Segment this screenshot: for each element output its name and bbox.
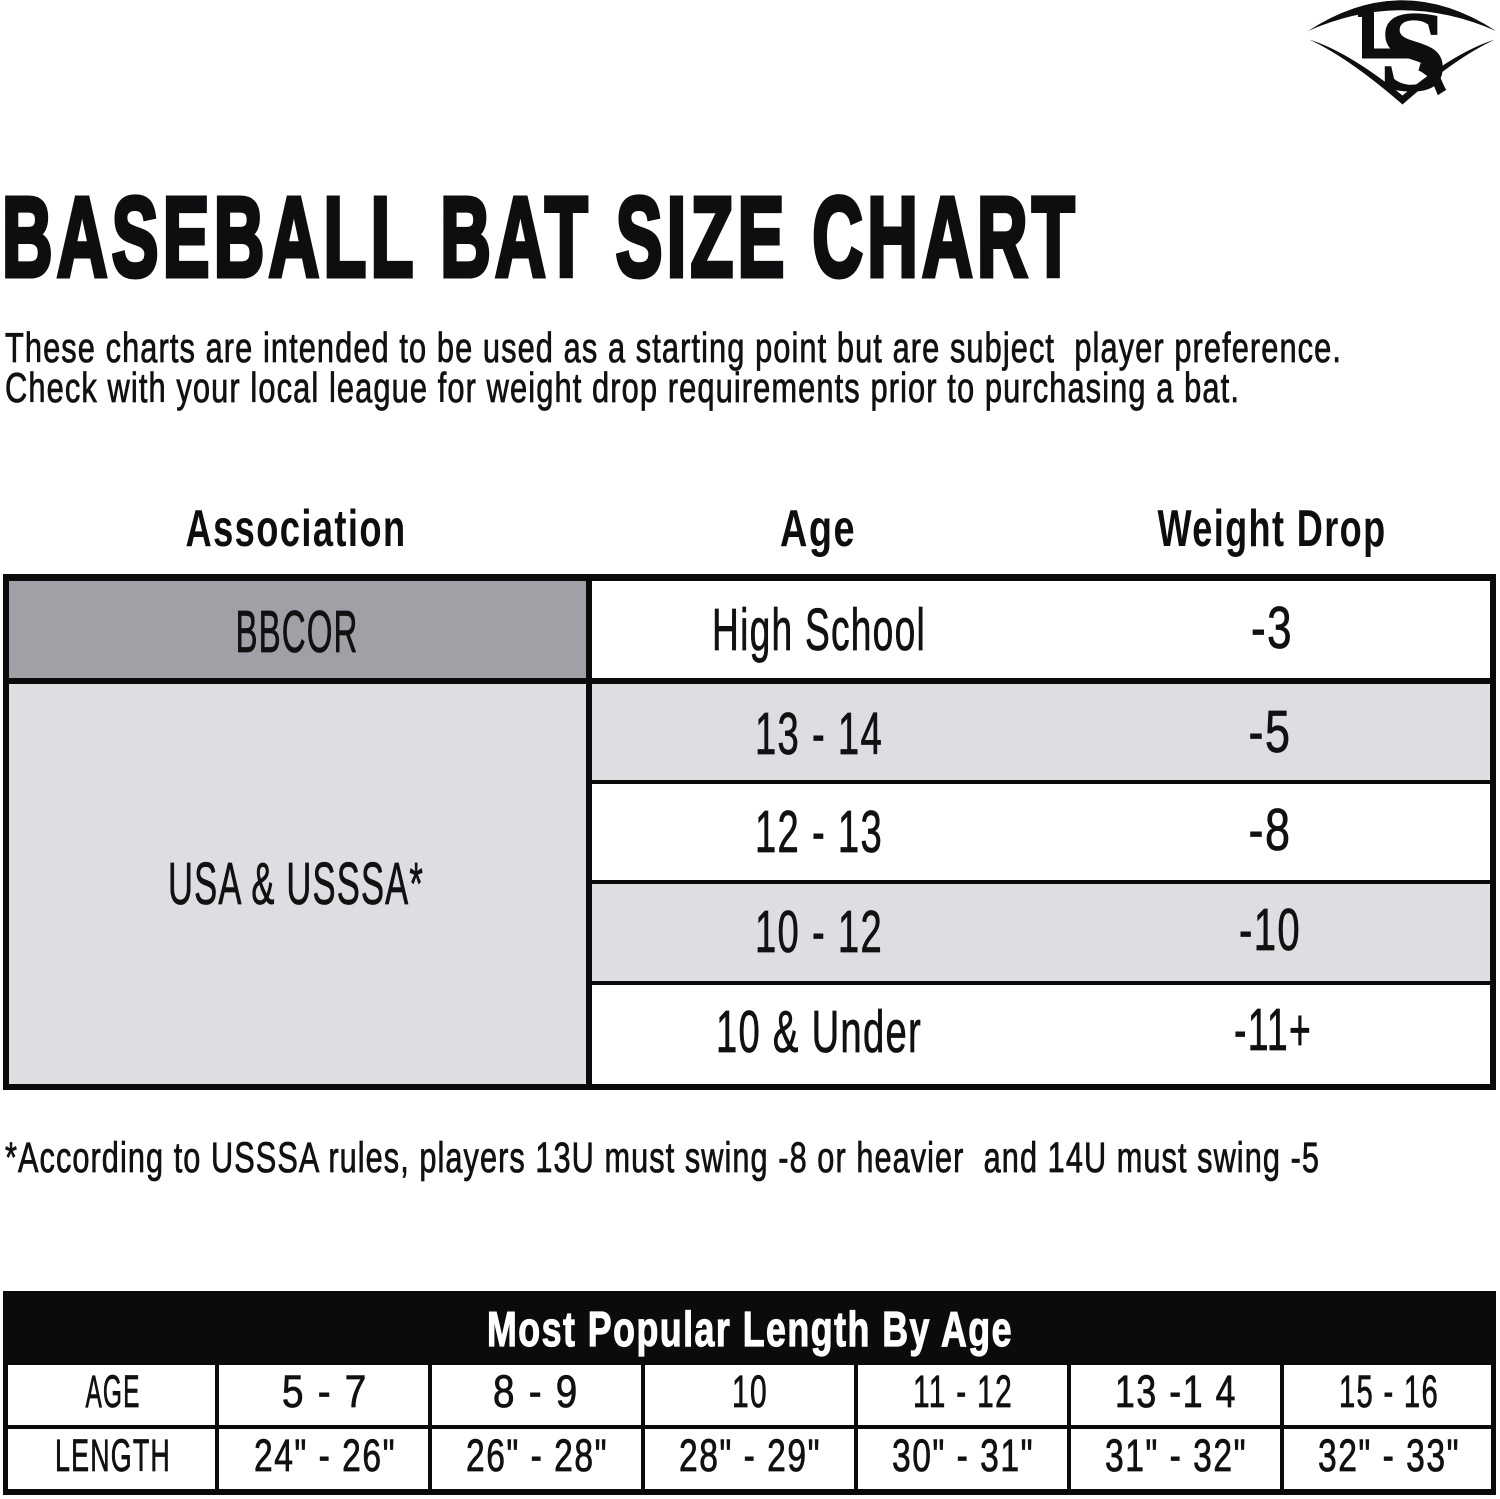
svg-text:These charts are intended to b: These charts are intended to be used as … bbox=[5, 324, 1342, 371]
svg-text:10 & Under: 10 & Under bbox=[716, 999, 922, 1065]
svg-text:BBCOR: BBCOR bbox=[236, 599, 359, 665]
svg-text:31" - 32": 31" - 32" bbox=[1105, 1430, 1247, 1481]
svg-text:13 - 14: 13 - 14 bbox=[755, 701, 883, 767]
svg-text:Check with your local league f: Check with your local league for weight … bbox=[5, 364, 1240, 411]
svg-text:30" - 31": 30" - 31" bbox=[892, 1430, 1034, 1481]
svg-text:LENGTH: LENGTH bbox=[55, 1430, 171, 1481]
svg-text:Most Popular Length By Age: Most Popular Length By Age bbox=[487, 1303, 1013, 1357]
svg-text:11 - 12: 11 - 12 bbox=[913, 1366, 1013, 1417]
svg-text:Age: Age bbox=[780, 500, 856, 558]
svg-text:-11+: -11+ bbox=[1234, 997, 1312, 1063]
svg-text:-8: -8 bbox=[1249, 797, 1292, 863]
svg-text:-10: -10 bbox=[1239, 897, 1301, 963]
svg-text:28" - 29": 28" - 29" bbox=[679, 1430, 821, 1481]
svg-text:12 - 13: 12 - 13 bbox=[755, 799, 883, 865]
svg-text:26" - 28": 26" - 28" bbox=[466, 1430, 608, 1481]
svg-text:S: S bbox=[1379, 0, 1447, 115]
svg-text:13 -1 4: 13 -1 4 bbox=[1115, 1366, 1237, 1417]
svg-text:10: 10 bbox=[732, 1366, 768, 1417]
svg-text:15 - 16: 15 - 16 bbox=[1339, 1366, 1439, 1417]
svg-text:10 - 12: 10 - 12 bbox=[755, 899, 883, 965]
svg-text:*According to USSSA rules, pla: *According to USSSA rules, players 13U m… bbox=[5, 1134, 1320, 1182]
svg-text:AGE: AGE bbox=[86, 1366, 141, 1417]
svg-text:5 - 7: 5 - 7 bbox=[282, 1366, 368, 1417]
svg-text:High School: High School bbox=[712, 597, 926, 663]
svg-text:Weight Drop: Weight Drop bbox=[1158, 500, 1387, 558]
svg-text:-5: -5 bbox=[1249, 699, 1292, 765]
svg-text:32" - 33": 32" - 33" bbox=[1318, 1430, 1460, 1481]
svg-text:24" - 26": 24" - 26" bbox=[254, 1430, 396, 1481]
svg-text:USA & USSSA*: USA & USSSA* bbox=[168, 851, 424, 917]
svg-text:-3: -3 bbox=[1251, 595, 1293, 661]
svg-text:Association: Association bbox=[186, 500, 407, 558]
svg-text:8 - 9: 8 - 9 bbox=[493, 1366, 579, 1417]
svg-text:BASEBALL BAT SIZE CHART: BASEBALL BAT SIZE CHART bbox=[2, 174, 1079, 300]
